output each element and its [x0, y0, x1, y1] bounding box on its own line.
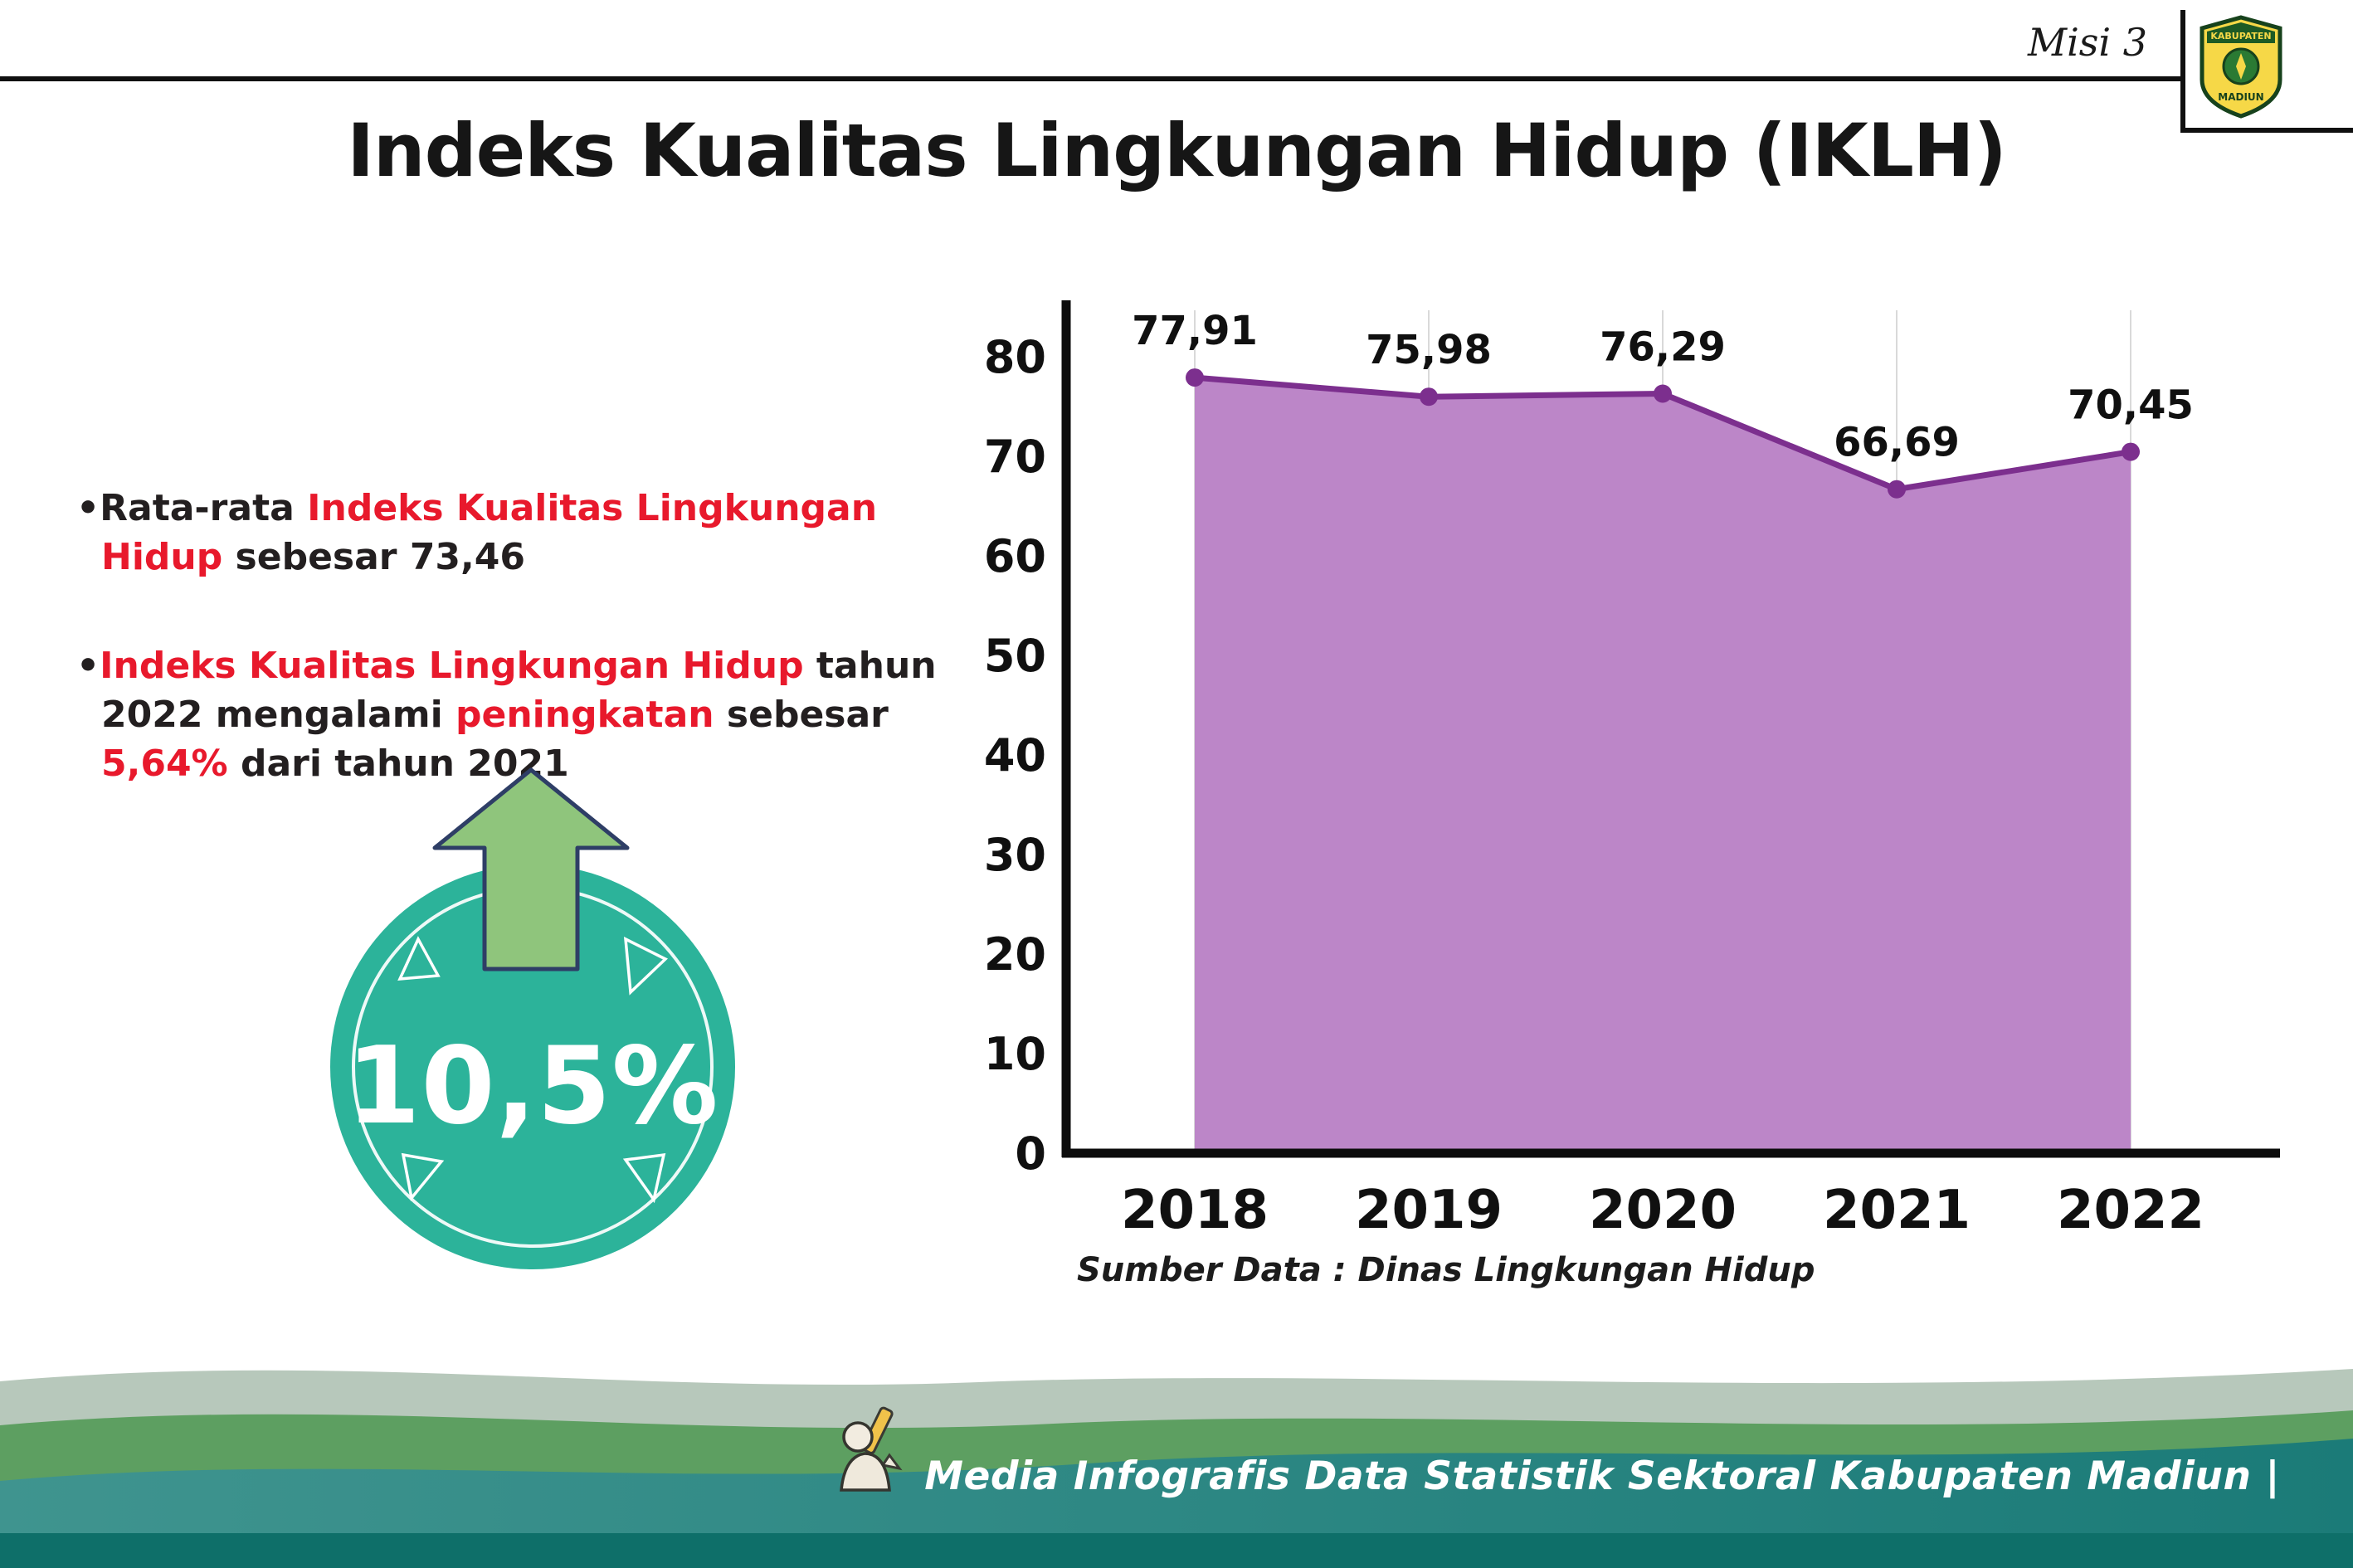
increase-arrow-icon — [432, 767, 630, 971]
misi-label: Misi 3 — [2027, 20, 2147, 65]
data-marker — [2122, 442, 2140, 461]
ring-triangle-icon — [622, 1152, 666, 1204]
data-label: 77,91 — [1132, 308, 1258, 354]
bullet-segment: Indeks Kualitas Lingkungan Hidup — [101, 487, 878, 578]
ring-triangle-icon — [623, 937, 669, 996]
data-label: 75,98 — [1366, 327, 1492, 373]
data-marker — [1654, 384, 1672, 403]
logo-banner — [2207, 22, 2275, 43]
bullet-segment: sebesar — [714, 693, 889, 736]
bullet-list: •Rata-rata Indeks Kualitas Lingkungan Hi… — [76, 485, 964, 789]
mascot-writer-icon — [840, 1406, 903, 1492]
logo-text-bottom: MADIUN — [2218, 91, 2263, 103]
logo-emblem-star — [2236, 53, 2246, 80]
bullet-item: •Indeks Kualitas Lingkungan Hidup tahun … — [76, 642, 964, 789]
y-tick-label: 40 — [984, 729, 1046, 782]
y-tick-label: 50 — [984, 630, 1046, 682]
bullet-segment: tahun 2022 mengalami — [101, 644, 937, 736]
bullet-item: •Rata-rata Indeks Kualitas Lingkungan Hi… — [76, 485, 964, 582]
y-tick-label: 60 — [984, 530, 1046, 582]
footer-caption-text: Media Infografis Data Statistik Sektoral… — [924, 1454, 2280, 1499]
x-category-label: 2018 — [1121, 1180, 1269, 1241]
badge-value: 10,5% — [346, 1024, 719, 1148]
y-tick-label: 80 — [984, 331, 1046, 383]
chart-source-caption: Sumber Data : Dinas Lingkungan Hidup — [1077, 1251, 1815, 1289]
x-category-label: 2021 — [1823, 1180, 1971, 1241]
bullet-segment: peningkatan — [455, 693, 714, 736]
ring-triangle-icon — [401, 1152, 445, 1202]
data-label: 66,69 — [1834, 420, 1960, 466]
kabupaten-madiun-logo: KABUPATEN MADIUN — [2200, 15, 2282, 119]
bullet-segment: 5,64% — [101, 742, 228, 785]
header-divider — [0, 76, 2180, 81]
footer-waves — [0, 1369, 2353, 1568]
logo-corner-bracket-horizontal — [2180, 128, 2353, 133]
y-tick-label: 20 — [984, 928, 1046, 981]
logo-text-top: KABUPATEN — [2210, 31, 2271, 41]
x-category-label: 2020 — [1589, 1180, 1737, 1241]
y-tick-label: 70 — [984, 431, 1046, 483]
data-label: 76,29 — [1600, 324, 1726, 371]
bullet-segment: Rata-rata — [100, 487, 308, 529]
logo-corner-bracket-vertical — [2180, 10, 2185, 133]
bullet-segment: dari tahun 2021 — [227, 742, 569, 785]
data-marker — [1186, 368, 1204, 387]
footer-strip — [0, 1533, 2353, 1568]
bullet-segment: sebesar 73,46 — [222, 535, 525, 578]
chart-canvas: 77,91 75,98 76,29 66,69 70,45 0 10 20 30 40 50 60 70… — [984, 300, 2280, 1289]
bullet-segment: Indeks Kualitas Lingkungan Hidup — [100, 644, 804, 687]
y-tick-label: 10 — [984, 1028, 1046, 1080]
x-category-label: 2022 — [2057, 1180, 2204, 1241]
x-category-label: 2019 — [1355, 1180, 1503, 1241]
y-tick-label: 0 — [1015, 1127, 1046, 1180]
data-marker — [1420, 387, 1438, 407]
bullet-marker: • — [76, 644, 100, 687]
data-label: 70,45 — [2068, 382, 2194, 429]
page-title: Indeks Kualitas Lingkungan Hidup (IKLH) — [347, 108, 2007, 193]
footer-caption: Media Infografis Data Statistik Sektoral… — [830, 1406, 2280, 1499]
iklh-area-chart: 77,91 75,98 76,29 66,69 70,45 0 10 20 30 40 50 60 70… — [979, 282, 2331, 1319]
y-tick-label: 30 — [984, 829, 1046, 881]
data-marker — [1888, 480, 1906, 499]
badge-ring-decoration — [397, 936, 669, 1204]
area-fill — [1195, 377, 2131, 1152]
ring-triangle-icon — [397, 936, 441, 981]
bullet-marker: • — [76, 487, 100, 529]
